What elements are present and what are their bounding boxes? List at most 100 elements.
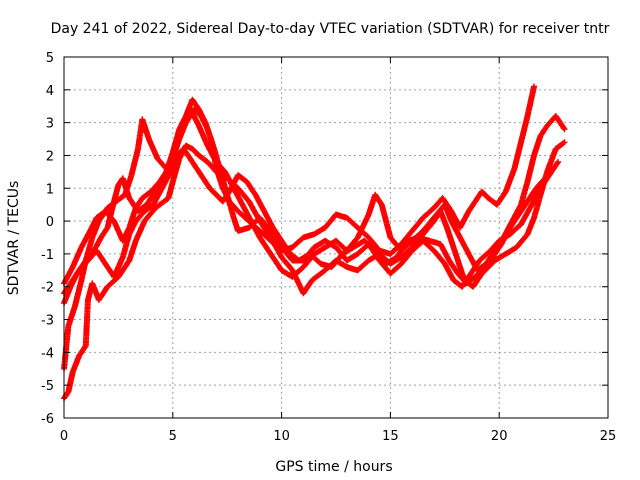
data-point [99,236,103,239]
data-point [236,210,240,213]
data-point [136,147,140,151]
data-point [219,170,222,174]
data-point [269,252,272,256]
data-point [176,154,179,157]
data-point [84,344,88,347]
data-point [563,128,566,131]
data-point [554,147,557,151]
data-point [330,265,333,269]
series-track-1 [61,139,568,402]
data-point [532,85,536,88]
data-point [269,239,272,242]
data-point [247,219,251,223]
data-point [543,177,547,180]
data-point [106,206,109,210]
y-tick-label: -3 [41,314,54,329]
y-axis-label: SDTVAR / TECUs [6,181,22,296]
data-point [313,246,316,249]
data-point [530,203,533,206]
data-point [400,242,403,246]
y-tick-label: 0 [46,215,54,230]
data-point [302,265,305,269]
data-point [145,203,148,206]
data-point [367,259,370,262]
data-point [269,229,272,233]
y-tick-label: 5 [46,51,54,66]
data-point [367,213,370,216]
data-point [323,246,327,249]
data-point [247,200,251,203]
data-point [149,190,153,193]
data-point [535,187,538,190]
data-point [215,193,218,196]
y-tick-label: -4 [41,346,54,361]
data-point [411,249,414,252]
data-point [323,269,327,272]
data-point [323,226,327,229]
data-point [182,147,185,151]
data-point [280,269,283,272]
data-point [500,242,503,246]
data-point [208,187,211,190]
data-point [291,246,294,249]
data-point [280,256,283,259]
data-point [363,239,366,242]
data-point [171,180,174,183]
data-point [545,170,549,174]
data-point [454,252,457,256]
data-point [480,190,483,193]
data-point [117,183,120,187]
data-point [130,173,133,177]
data-point [310,279,314,282]
data-series-layer [61,83,568,402]
x-tick-label: 25 [600,429,617,444]
data-point [469,272,473,275]
data-point [352,246,355,249]
data-point [291,269,294,272]
data-point [88,229,92,233]
data-point [167,196,170,200]
data-point [374,193,377,196]
data-point [374,249,377,252]
data-point [417,236,420,239]
data-point [334,213,338,216]
data-point [86,259,90,262]
data-point [80,279,83,282]
data-point [78,269,81,272]
data-point [152,203,155,206]
data-point [289,252,292,256]
data-point [143,210,146,213]
data-point [519,203,523,206]
data-point [563,141,566,144]
y-tick-label: -6 [41,412,54,427]
data-point [258,216,261,219]
data-point [545,124,549,128]
data-point [280,246,283,249]
data-point [134,219,137,223]
data-point [465,282,468,285]
data-point [121,177,125,180]
data-point [197,154,201,157]
axis-ticks [63,56,609,419]
plot-frame [63,56,609,419]
data-point [134,239,137,242]
data-point [212,147,216,151]
data-point [384,262,388,265]
y-tick-label: -2 [41,281,54,296]
data-point [186,111,190,115]
data-point [228,190,231,193]
data-point [195,167,198,170]
data-point [491,256,494,259]
data-point [474,275,477,279]
data-point [334,246,338,249]
data-point [334,239,338,242]
data-point [389,272,392,275]
data-point [532,154,536,157]
x-tick-label: 10 [273,429,290,444]
data-point [86,298,90,302]
data-point [128,233,131,236]
data-point [526,233,529,236]
data-point [202,177,205,180]
data-point [95,216,98,219]
data-point [147,137,151,141]
